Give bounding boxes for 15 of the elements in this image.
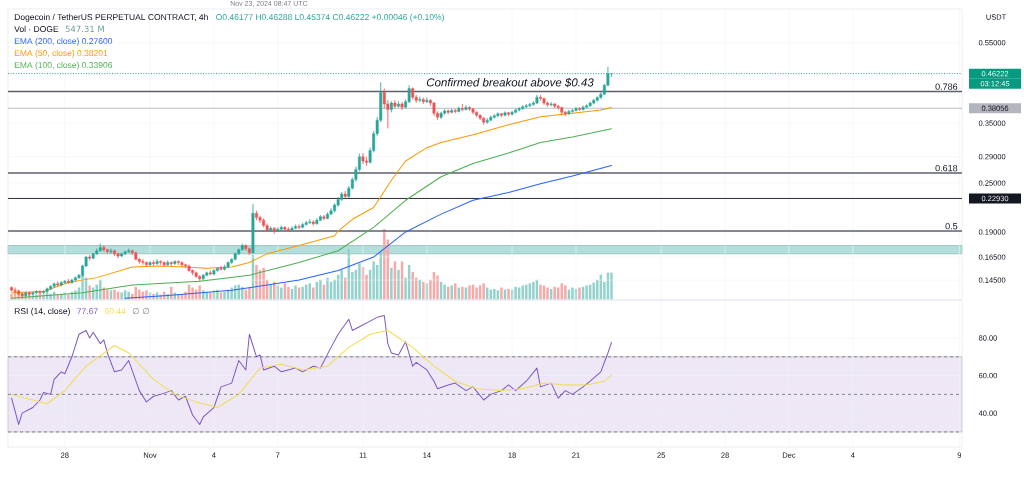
annotation: ∅ ∅: [132, 307, 150, 315]
annotation: 0.786: [935, 83, 958, 90]
annotation: Confirmed breakout above $0.43: [426, 77, 594, 88]
annotation: 0.618: [935, 164, 958, 172]
text: 77.67: [77, 308, 98, 315]
chart-title: Vol · DOGE: [14, 25, 59, 33]
text: EMA (100, close) 0.33906: [14, 61, 113, 70]
text: Dogecoin / TetherUS PERPETUAL CONTRACT, 4h: [14, 13, 208, 22]
annotation: 547.31 M: [65, 25, 104, 33]
annotation: 0.5: [945, 222, 958, 230]
text: RSI (14, close): [14, 307, 70, 316]
text: O0.46177 H0.46288 L0.45374 C0.46222 +0.00046 (+0.10%): [216, 13, 444, 22]
text: EMA (200, close) 0.27600: [14, 37, 113, 46]
text: EMA (50, close) 0.38201: [14, 49, 108, 58]
text: 60.44: [104, 308, 126, 315]
